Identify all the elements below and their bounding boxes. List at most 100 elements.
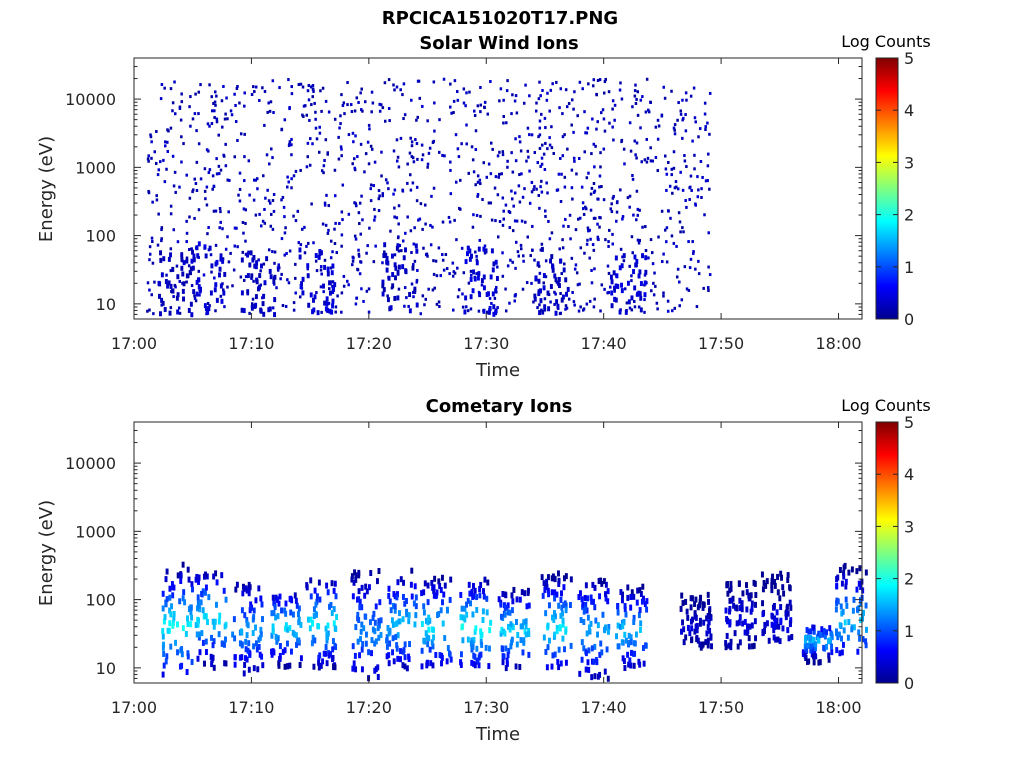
heatmap-cell [627, 632, 631, 639]
heatmap-cell [629, 634, 633, 641]
heatmap-cell [844, 596, 848, 603]
heatmap-cell [536, 161, 540, 165]
heatmap-cell [180, 100, 184, 104]
heatmap-cell [479, 628, 483, 635]
heatmap-cell [747, 635, 751, 642]
heatmap-cell [485, 609, 489, 616]
heatmap-cell [638, 208, 641, 212]
heatmap-cell [513, 191, 517, 195]
heatmap-cell [175, 621, 179, 628]
heatmap-cell [738, 614, 742, 621]
heatmap-cell [686, 614, 690, 621]
heatmap-cell [312, 307, 316, 313]
heatmap-cell [586, 614, 590, 621]
heatmap-cell [207, 226, 210, 230]
heatmap-cell [387, 187, 390, 191]
heatmap-cell [773, 582, 777, 589]
heatmap-cell [596, 622, 600, 629]
heatmap-cell [357, 588, 361, 595]
heatmap-cell [762, 580, 766, 587]
heatmap-cell [247, 581, 251, 588]
heatmap-cell [313, 294, 317, 300]
heatmap-cell [168, 607, 172, 614]
heatmap-cell [367, 584, 371, 591]
heatmap-cell [530, 190, 534, 194]
heatmap-cell [193, 294, 196, 298]
heatmap-cell [225, 96, 228, 100]
heatmap-cell [473, 276, 477, 282]
heatmap-cell [784, 614, 788, 621]
heatmap-cell [449, 656, 453, 663]
heatmap-cell [298, 254, 302, 260]
heatmap-cell [204, 571, 207, 578]
heatmap-cell [771, 613, 775, 620]
heatmap-cell [485, 175, 489, 179]
heatmap-cell [403, 286, 407, 290]
heatmap-cell [752, 642, 756, 649]
heatmap-cell [206, 619, 209, 626]
heatmap-cell [271, 79, 275, 83]
heatmap-cell [328, 308, 332, 314]
heatmap-cell [544, 141, 547, 145]
heatmap-cell [146, 157, 150, 161]
heatmap-cell [193, 112, 197, 116]
heatmap-cell [673, 132, 677, 136]
heatmap-cell [836, 574, 840, 581]
heatmap-cell [222, 288, 225, 292]
heatmap-cell [332, 620, 336, 627]
heatmap-cell [608, 228, 611, 232]
heatmap-cell [342, 101, 346, 105]
heatmap-cell [553, 651, 557, 658]
heatmap-cell [561, 135, 565, 139]
heatmap-cell [690, 188, 693, 192]
heatmap-cell [194, 621, 198, 628]
heatmap-cell [412, 242, 416, 246]
heatmap-cell [353, 201, 356, 205]
heatmap-cell [319, 268, 323, 272]
heatmap-cell [682, 230, 685, 234]
heatmap-cell [449, 160, 452, 164]
heatmap-cell [188, 248, 191, 252]
panel1-ylabel: Energy (eV) [36, 136, 57, 242]
heatmap-cell [366, 244, 369, 248]
heatmap-cell [179, 572, 183, 579]
heatmap-cell [651, 159, 654, 163]
heatmap-cell [149, 135, 153, 139]
heatmap-cell [387, 78, 391, 82]
colorbar-tick-label: 1 [904, 258, 914, 277]
heatmap-cell [403, 654, 407, 661]
heatmap-cell [465, 123, 468, 127]
heatmap-cell [502, 98, 505, 102]
heatmap-cell [433, 575, 437, 582]
heatmap-cell [841, 608, 845, 615]
heatmap-cell [547, 306, 551, 312]
heatmap-cell [582, 207, 585, 211]
heatmap-cell [487, 291, 490, 297]
heatmap-cell [312, 241, 315, 245]
heatmap-cell [272, 193, 276, 197]
heatmap-cell [260, 263, 263, 269]
heatmap-cell [197, 578, 200, 585]
heatmap-cell [499, 613, 503, 620]
heatmap-cell [393, 206, 396, 210]
heatmap-cell [812, 636, 816, 643]
heatmap-cell [681, 98, 684, 102]
heatmap-cell [231, 631, 235, 638]
heatmap-cell [176, 240, 180, 244]
heatmap-cell [448, 596, 452, 603]
heatmap-cell [311, 87, 315, 91]
heatmap-cell [314, 259, 318, 263]
heatmap-cell [325, 193, 328, 197]
heatmap-cell [633, 285, 637, 291]
heatmap-cell [692, 251, 695, 255]
heatmap-cell [694, 613, 698, 620]
heatmap-cell [236, 138, 239, 142]
heatmap-cell [681, 136, 684, 140]
heatmap-cell [306, 141, 310, 145]
heatmap-cell [203, 589, 207, 596]
heatmap-cell [662, 252, 665, 256]
heatmap-cell [591, 117, 594, 121]
heatmap-cell [707, 231, 710, 235]
heatmap-cell [171, 266, 175, 272]
